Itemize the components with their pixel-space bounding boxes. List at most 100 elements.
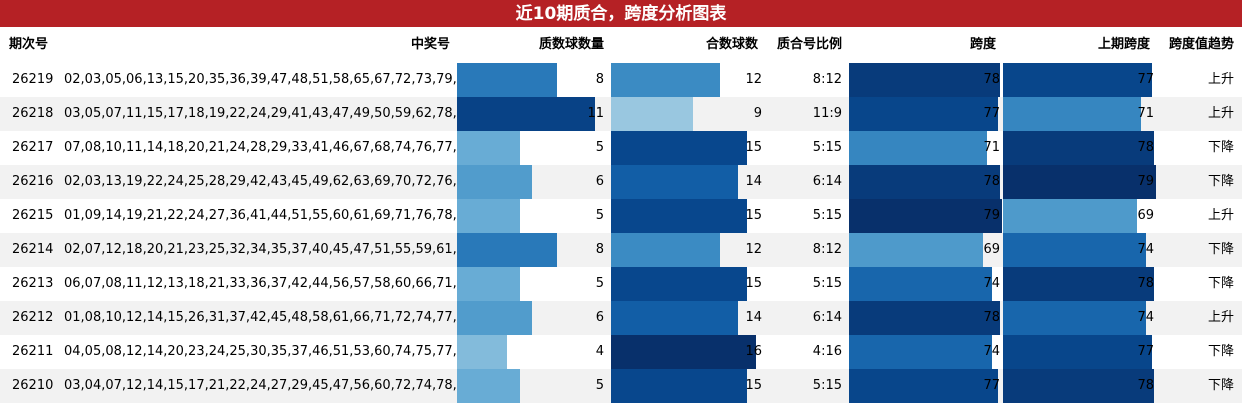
trend-cell: 下降 <box>1207 378 1234 393</box>
prime-bar <box>457 369 520 403</box>
prime-value: 5 <box>595 378 604 393</box>
header-numbers: 中奖号 <box>410 37 450 52</box>
trend-cell: 上升 <box>1207 106 1234 121</box>
span-bar <box>849 199 1002 233</box>
span-bar <box>849 165 1000 199</box>
prev-span-value: 69 <box>1137 208 1154 223</box>
span-bar <box>849 267 992 301</box>
composite-bar <box>611 335 756 369</box>
table-row: 26219 02,03,05,06,13,15,20,35,36,39,47,48… <box>0 63 1242 97</box>
composite-bar <box>611 63 720 97</box>
prime-value: 11 <box>587 106 604 121</box>
ratio-cell: 5:15 <box>812 208 842 223</box>
table-row: 26216 02,03,13,19,22,24,25,28,29,42,43,45… <box>0 165 1242 199</box>
prev-span-value: 74 <box>1137 242 1154 257</box>
issue-cell: 26217 <box>12 140 54 155</box>
prime-bar <box>457 199 520 233</box>
trend-cell: 上升 <box>1207 208 1234 223</box>
prime-bar <box>457 97 595 131</box>
issue-cell: 26211 <box>12 344 54 359</box>
prev-span-bar <box>1003 165 1156 199</box>
prime-bar <box>457 131 520 165</box>
header-prev-span: 上期跨度 <box>1097 37 1150 52</box>
table-row: 26213 06,07,08,11,12,13,18,21,33,36,37,42… <box>0 267 1242 301</box>
header-span: 跨度 <box>969 37 996 52</box>
prime-value: 5 <box>595 208 604 223</box>
span-bar <box>849 369 998 403</box>
prime-bar <box>457 301 532 335</box>
table-row: 26215 01,09,14,19,21,22,24,27,36,41,44,51… <box>0 199 1242 233</box>
header-row: 期次号 中奖号 质数球数量 合数球数 质合号比例 跨度 上期跨度 跨度值趋势 <box>0 27 1242 63</box>
table-row: 26210 03,04,07,12,14,15,17,21,22,24,27,29… <box>0 369 1242 403</box>
composite-bar <box>611 97 693 131</box>
issue-cell: 26210 <box>12 378 54 393</box>
table-row: 26218 03,05,07,11,15,17,18,19,22,24,29,41… <box>0 97 1242 131</box>
span-value: 78 <box>983 174 1000 189</box>
composite-bar <box>611 369 747 403</box>
prime-value: 5 <box>595 140 604 155</box>
prev-span-value: 74 <box>1137 310 1154 325</box>
header-composite-count: 合数球数 <box>705 37 758 52</box>
prime-bar <box>457 267 520 301</box>
header-prime-count: 质数球数量 <box>538 37 604 52</box>
composite-value: 9 <box>753 106 762 121</box>
prev-span-bar <box>1003 131 1154 165</box>
prev-span-value: 78 <box>1137 276 1154 291</box>
prev-span-bar <box>1003 233 1146 267</box>
issue-cell: 26214 <box>12 242 54 257</box>
span-bar <box>849 335 992 369</box>
span-value: 79 <box>983 208 1000 223</box>
span-bar <box>849 301 1000 335</box>
span-value: 77 <box>983 106 1000 121</box>
span-value: 77 <box>983 378 1000 393</box>
composite-value: 14 <box>745 174 762 189</box>
numbers-cell: 02,07,12,18,20,21,23,25,32,34,35,37,40,4… <box>64 242 474 257</box>
prime-value: 6 <box>595 310 604 325</box>
composite-bar <box>611 233 720 267</box>
trend-cell: 下降 <box>1207 344 1234 359</box>
header-ratio: 质合号比例 <box>776 37 842 52</box>
prime-bar <box>457 335 507 369</box>
prev-span-bar <box>1003 369 1154 403</box>
trend-cell: 上升 <box>1207 72 1234 87</box>
issue-cell: 26213 <box>12 276 54 291</box>
prev-span-value: 71 <box>1137 106 1154 121</box>
chart-title: 近10期质合，跨度分析图表 <box>0 0 1242 27</box>
trend-cell: 上升 <box>1207 310 1234 325</box>
prev-span-bar <box>1003 199 1137 233</box>
prev-span-value: 78 <box>1137 378 1154 393</box>
composite-bar <box>611 199 747 233</box>
numbers-cell: 02,03,05,06,13,15,20,35,36,39,47,48,51,5… <box>64 72 474 87</box>
header-issue: 期次号 <box>9 37 49 52</box>
composite-value: 14 <box>745 310 762 325</box>
composite-bar <box>611 267 747 301</box>
ratio-cell: 5:15 <box>812 378 842 393</box>
prev-span-bar <box>1003 63 1152 97</box>
span-bar <box>849 131 987 165</box>
composite-value: 12 <box>745 242 762 257</box>
ratio-cell: 8:12 <box>812 72 842 87</box>
trend-cell: 下降 <box>1207 140 1234 155</box>
prev-span-bar <box>1003 335 1152 369</box>
prev-span-value: 78 <box>1137 140 1154 155</box>
numbers-cell: 04,05,08,12,14,20,23,24,25,30,35,37,46,5… <box>64 344 474 359</box>
issue-cell: 26219 <box>12 72 54 87</box>
span-value: 78 <box>983 310 1000 325</box>
issue-cell: 26218 <box>12 106 54 121</box>
prev-span-bar <box>1003 267 1154 301</box>
prime-bar <box>457 233 557 267</box>
trend-cell: 下降 <box>1207 174 1234 189</box>
prev-span-bar <box>1003 97 1141 131</box>
span-bar <box>849 97 998 131</box>
prev-span-value: 79 <box>1137 174 1154 189</box>
ratio-cell: 5:15 <box>812 140 842 155</box>
table-row: 26217 07,08,10,11,14,18,20,21,24,28,29,33… <box>0 131 1242 165</box>
numbers-cell: 02,03,13,19,22,24,25,28,29,42,43,45,49,6… <box>64 174 474 189</box>
prime-bar <box>457 165 532 199</box>
ratio-cell: 5:15 <box>812 276 842 291</box>
table-row: 26211 04,05,08,12,14,20,23,24,25,30,35,37… <box>0 335 1242 369</box>
numbers-cell: 03,04,07,12,14,15,17,21,22,24,27,29,45,4… <box>64 378 474 393</box>
ratio-cell: 8:12 <box>812 242 842 257</box>
composite-bar <box>611 131 747 165</box>
span-value: 69 <box>983 242 1000 257</box>
